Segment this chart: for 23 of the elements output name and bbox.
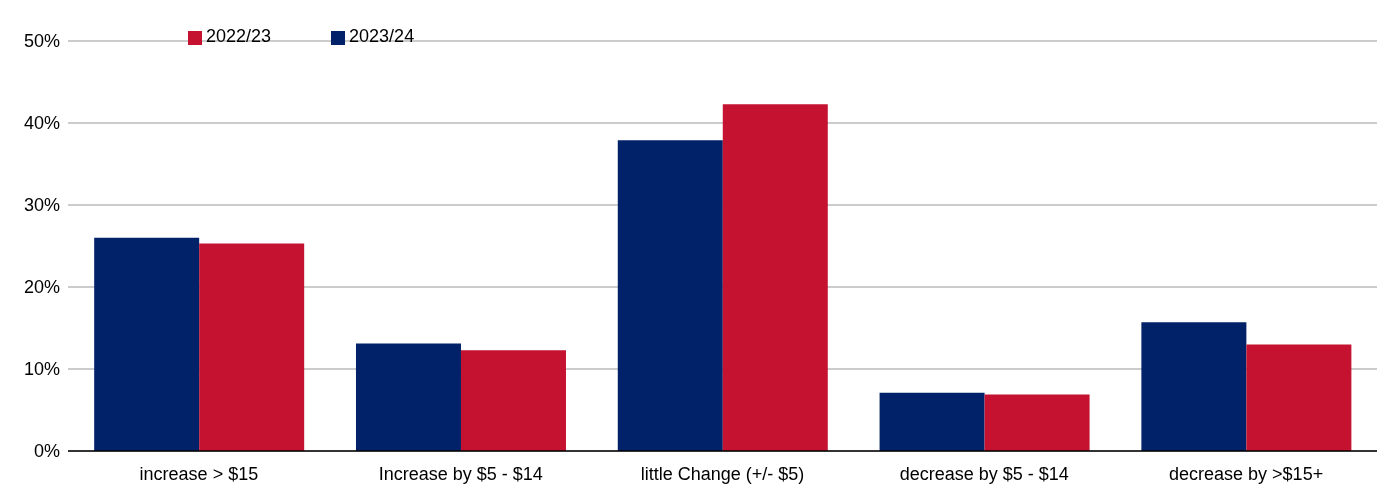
y-tick-label: 30%	[23, 195, 60, 216]
bar	[460, 350, 566, 451]
x-tick-label: little Change (+/- $5)	[640, 463, 805, 484]
x-tick-label: Increase by $5 - $14	[378, 463, 543, 484]
y-tick-label: 20%	[23, 277, 60, 298]
legend-label: 2023/24	[349, 26, 415, 46]
bar	[1246, 344, 1352, 451]
x-tick-label: decrease by $5 - $14	[899, 463, 1069, 484]
bar	[617, 140, 723, 451]
bar	[984, 394, 1090, 451]
x-tick-label: decrease by >$15+	[1169, 463, 1324, 484]
bar	[722, 104, 828, 451]
x-tick-label: increase > $15	[139, 463, 259, 484]
bar	[94, 237, 200, 451]
legend-label: 2022/23	[206, 26, 272, 46]
y-tick-label: 10%	[23, 359, 60, 380]
bar	[199, 243, 305, 451]
bar	[879, 392, 985, 451]
bar	[355, 343, 461, 451]
bar	[1141, 322, 1247, 451]
y-tick-label: 0%	[33, 441, 60, 462]
y-tick-label: 50%	[23, 31, 60, 52]
y-tick-label: 40%	[23, 113, 60, 134]
